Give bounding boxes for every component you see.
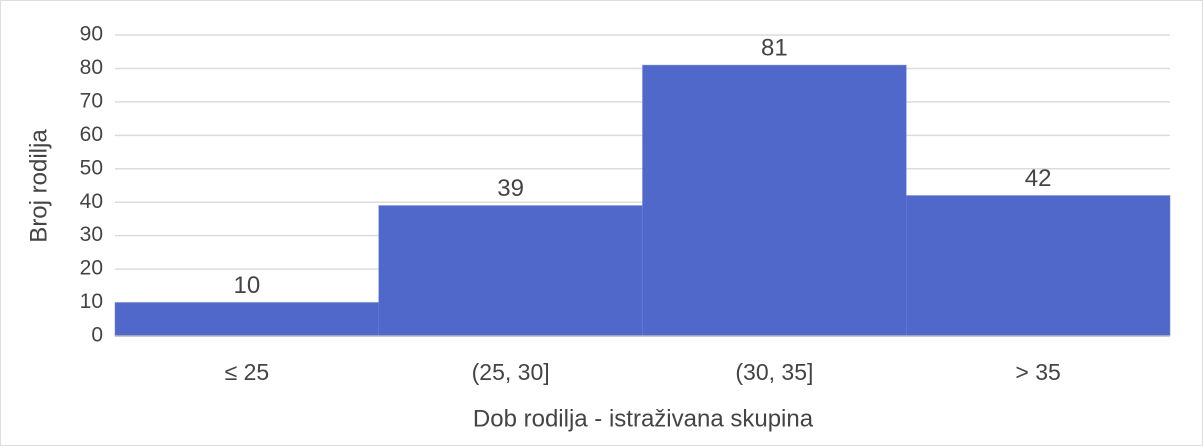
y-tick-label: 90 [80, 23, 103, 46]
y-tick-label: 40 [80, 190, 103, 213]
bar [378, 205, 643, 337]
y-tick-label: 0 [91, 324, 103, 347]
data-label: 39 [497, 175, 524, 202]
x-tick-label: ≤ 25 [225, 359, 270, 385]
x-axis-label: Dob rodilja - istraživana skupina [473, 405, 814, 432]
bar [114, 302, 379, 337]
y-tick-label: 30 [80, 223, 103, 246]
y-tick-label: 80 [80, 56, 103, 79]
x-tick-label: (25, 30] [472, 359, 550, 385]
y-tick-label: 20 [80, 257, 103, 280]
y-tick-label: 60 [80, 123, 103, 146]
y-tick-label: 10 [80, 290, 103, 313]
y-tick-label: 50 [80, 156, 103, 179]
y-tick-label: 70 [80, 89, 103, 112]
x-tick-label: (30, 35] [735, 359, 813, 385]
data-label: 42 [1025, 165, 1052, 192]
x-tick-label: > 35 [1015, 359, 1060, 385]
bar [642, 64, 907, 337]
y-axis-label: Broj rodilja [25, 129, 52, 243]
data-label: 10 [234, 272, 261, 299]
data-label: 81 [761, 34, 788, 61]
bar [906, 195, 1171, 337]
